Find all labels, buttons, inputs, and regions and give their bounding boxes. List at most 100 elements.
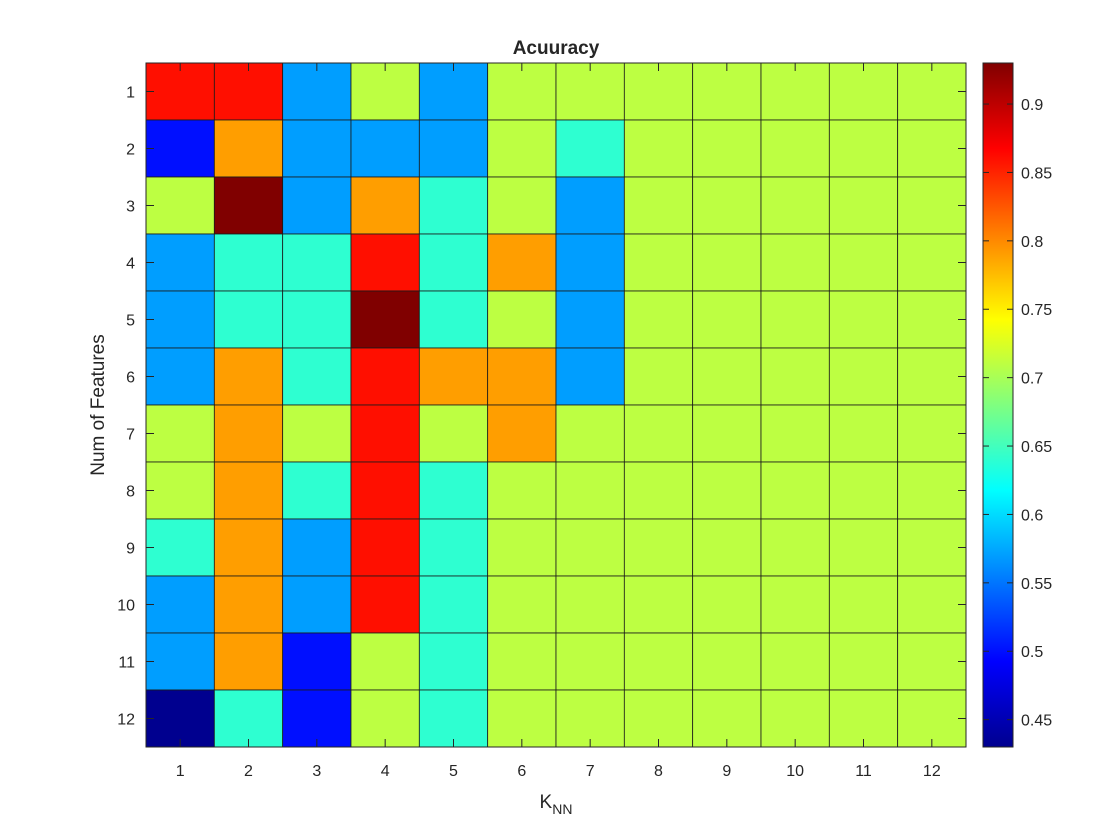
heatmap-cell — [350, 233, 420, 292]
x-axis-label: KNN — [540, 792, 573, 817]
heatmap-cell — [897, 119, 967, 178]
colorbar-tick-label: 0.6 — [1021, 507, 1043, 524]
heatmap-cell — [897, 62, 967, 121]
heatmap-cell — [828, 404, 899, 463]
heatmap-cell — [145, 575, 215, 634]
heatmap-cell — [487, 233, 557, 292]
colorbar-tick-label: 0.45 — [1021, 713, 1052, 730]
heatmap-cell — [828, 575, 899, 634]
x-tick-label: 3 — [312, 763, 321, 780]
x-tick-label: 6 — [517, 763, 526, 780]
heatmap-cell — [555, 119, 625, 178]
colorbar-tick-label: 0.75 — [1021, 302, 1052, 319]
heatmap-cell — [692, 119, 762, 178]
x-tick-label: 10 — [786, 763, 804, 780]
colorbar-ticks: 0.45 0.5 0.55 0.6 0.65 0.7 0.75 0.8 0.85 0.9 — [983, 97, 1052, 730]
heatmap-cell — [623, 233, 694, 292]
heatmap-cell — [418, 290, 489, 349]
heatmap-cell — [828, 62, 899, 121]
heatmap-cell — [692, 176, 762, 235]
heatmap-cell — [487, 290, 557, 349]
heatmap-cell — [418, 689, 489, 748]
heatmap-cell — [213, 632, 284, 691]
heatmap-cell — [828, 119, 899, 178]
heatmap-cell — [213, 119, 284, 178]
heatmap-cell — [555, 347, 625, 406]
heatmap-cell — [897, 575, 967, 634]
heatmap-cell — [760, 347, 830, 406]
heatmap-cell — [145, 404, 215, 463]
heatmap-cell — [555, 518, 625, 577]
heatmap-cell — [282, 575, 352, 634]
heatmap-cell — [555, 689, 625, 748]
colorbar-tick-label: 0.5 — [1021, 644, 1043, 661]
heatmap-cell — [555, 176, 625, 235]
heatmap-cell — [623, 461, 694, 520]
heatmap-cell — [213, 404, 284, 463]
y-tick-label: 8 — [126, 484, 135, 501]
heatmap-cell — [555, 575, 625, 634]
heatmap-cell — [213, 575, 284, 634]
heatmap-cell — [487, 176, 557, 235]
heatmap-cell — [760, 404, 830, 463]
heatmap-cell — [828, 689, 899, 748]
heatmap-cell — [213, 689, 284, 748]
heatmap-cell — [350, 632, 420, 691]
heatmap-cell — [282, 176, 352, 235]
heatmap-cell — [282, 461, 352, 520]
heatmap-cell — [487, 575, 557, 634]
heatmap-cell — [555, 632, 625, 691]
heatmap-cell — [828, 347, 899, 406]
heatmap-cell — [623, 404, 694, 463]
heatmap-cell — [760, 233, 830, 292]
colorbar-tick-label: 0.65 — [1021, 439, 1052, 456]
x-tick-labels: 1 2 3 4 5 6 7 8 9 10 11 12 — [176, 63, 941, 780]
heatmap-cell — [692, 347, 762, 406]
heatmap-cell — [282, 689, 352, 748]
heatmap-cell — [418, 233, 489, 292]
heatmap-cell — [897, 233, 967, 292]
heatmap-cell — [692, 575, 762, 634]
heatmap-cell — [692, 290, 762, 349]
heatmap-cell — [418, 404, 489, 463]
heatmap-cell — [623, 176, 694, 235]
heatmap-cell — [760, 518, 830, 577]
heatmap-cell — [282, 404, 352, 463]
y-tick-label: 7 — [126, 427, 135, 444]
heatmap-cell — [418, 176, 489, 235]
heatmap-cell — [418, 518, 489, 577]
heatmap-cell — [418, 575, 489, 634]
heatmap-cell — [350, 689, 420, 748]
heatmap-cell — [760, 632, 830, 691]
heatmap-cell — [692, 689, 762, 748]
heatmap-cell — [145, 62, 215, 121]
x-tick-label: 9 — [722, 763, 731, 780]
heatmap-cell — [213, 347, 284, 406]
heatmap-cell — [487, 518, 557, 577]
plot-frame — [145, 62, 967, 748]
heatmap-cell — [828, 290, 899, 349]
heatmap-cell — [282, 290, 352, 349]
x-tick-label: 7 — [586, 763, 595, 780]
x-tick-label: 8 — [654, 763, 663, 780]
heatmap-cell — [692, 461, 762, 520]
heatmap-cell — [282, 62, 352, 121]
heatmap-cell — [282, 233, 352, 292]
heatmap-cell — [282, 347, 352, 406]
heatmap-cell — [897, 689, 967, 748]
heatmap-cell — [145, 689, 215, 748]
heatmap-cell — [692, 404, 762, 463]
y-tick-label: 5 — [126, 313, 135, 330]
heatmap-cell — [145, 347, 215, 406]
colorbar — [982, 62, 1014, 748]
heatmap-cell — [418, 461, 489, 520]
heatmap-cell — [350, 290, 420, 349]
colorbar-tick-label: 0.55 — [1021, 576, 1052, 593]
heatmap-cell — [897, 176, 967, 235]
heatmap-cell — [760, 290, 830, 349]
colorbar-tick-label: 0.9 — [1021, 97, 1043, 114]
heatmap-cell — [282, 518, 352, 577]
heatmap-cell — [350, 176, 420, 235]
heatmap-cell — [213, 62, 284, 121]
